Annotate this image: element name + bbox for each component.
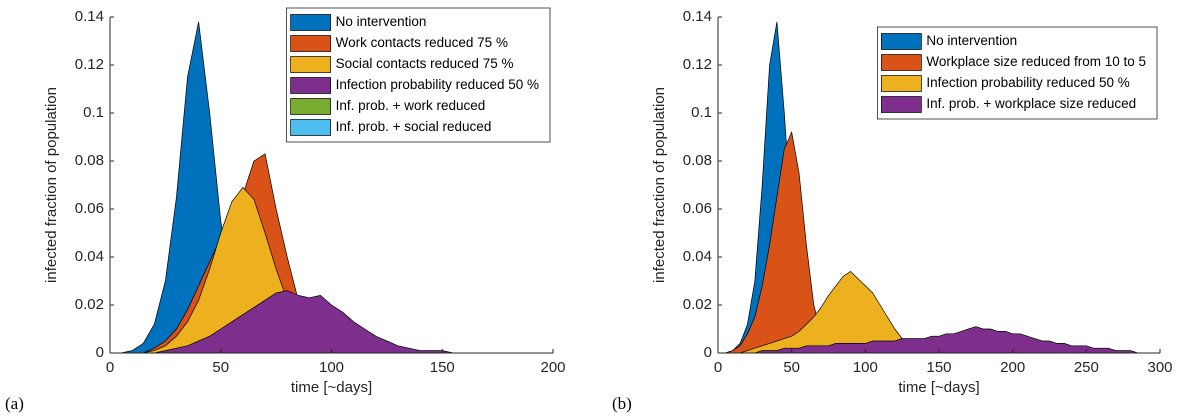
y-tick-label: 0.12 xyxy=(75,56,104,73)
legend-swatch xyxy=(881,96,922,113)
x-tick-label: 300 xyxy=(1147,359,1172,376)
legend-label: No intervention xyxy=(926,33,1017,48)
x-tick-label: 100 xyxy=(853,359,878,376)
x-axis-label: time [~days] xyxy=(291,379,372,396)
x-tick-label: 200 xyxy=(1000,359,1025,376)
y-axis-label: infected fraction of population xyxy=(651,87,668,283)
y-tick-label: 0.1 xyxy=(691,104,712,121)
y-axis-label: infected fraction of population xyxy=(43,87,60,283)
y-tick-label: 0 xyxy=(96,344,104,361)
legend-swatch xyxy=(290,98,331,115)
panel-label: (a) xyxy=(5,394,24,413)
y-tick-label: 0.1 xyxy=(83,104,104,121)
area xyxy=(718,131,1160,354)
legend-swatch xyxy=(290,14,331,31)
legend-label: Work contacts reduced 75 % xyxy=(336,35,508,50)
legend-swatch xyxy=(290,77,331,94)
x-tick-label: 200 xyxy=(540,359,565,376)
legend-label: Inf. prob. + social reduced xyxy=(336,119,492,134)
x-tick-label: 0 xyxy=(106,359,114,376)
y-tick-label: 0.04 xyxy=(75,248,104,265)
legend-label: Infection probability reduced 50 % xyxy=(336,77,539,92)
legend: No intervention Workplace size reduced fr… xyxy=(876,26,1158,120)
x-tick-label: 50 xyxy=(212,359,229,376)
legend-label: Inf. prob. + work reduced xyxy=(336,98,486,113)
legend-label: Infection probability reduced 50 % xyxy=(926,75,1129,90)
legend-swatch xyxy=(290,119,331,136)
legend-label: Workplace size reduced from 10 to 5 xyxy=(926,54,1146,69)
x-axis-label: time [~days] xyxy=(898,379,979,396)
legend-swatch xyxy=(290,35,331,52)
y-tick-label: 0.14 xyxy=(683,8,712,25)
legend-swatch xyxy=(290,56,331,73)
y-tick-label: 0.02 xyxy=(75,296,104,313)
legend-label: No intervention xyxy=(336,14,427,29)
x-tick-label: 150 xyxy=(430,359,455,376)
legend: No intervention Work contacts reduced 75 … xyxy=(286,7,551,143)
y-tick-label: 0.02 xyxy=(683,296,712,313)
panel: 0 0.02 0.04 0.06 0.08 0.1 0.12 0.14 0 50 100 150 200… xyxy=(5,7,566,413)
panel: 0 0.02 0.04 0.06 0.08 0.1 0.12 0.14 0 50 100 150 200… xyxy=(612,8,1173,413)
x-tick-label: 0 xyxy=(714,359,722,376)
y-tick-label: 0.06 xyxy=(683,200,712,217)
y-tick-label: 0.14 xyxy=(75,8,104,25)
y-tick-label: 0.12 xyxy=(683,56,712,73)
legend-swatch xyxy=(881,33,922,50)
x-tick-label: 100 xyxy=(319,359,344,376)
panel-label: (b) xyxy=(612,394,632,413)
legend-swatch xyxy=(881,54,922,71)
y-tick-label: 0 xyxy=(704,344,712,361)
legend-label: Inf. prob. + workplace size reduced xyxy=(926,96,1136,111)
y-tick-label: 0.08 xyxy=(75,152,104,169)
area xyxy=(718,326,1160,354)
legend-swatch xyxy=(881,75,922,92)
x-tick-label: 50 xyxy=(783,359,800,376)
y-tick-label: 0.04 xyxy=(683,248,712,265)
legend-box xyxy=(876,26,1158,120)
x-tick-label: 150 xyxy=(926,359,951,376)
y-tick-label: 0.08 xyxy=(683,152,712,169)
y-tick-label: 0.06 xyxy=(75,200,104,217)
legend-label: Social contacts reduced 75 % xyxy=(336,56,514,71)
x-tick-label: 250 xyxy=(1074,359,1099,376)
